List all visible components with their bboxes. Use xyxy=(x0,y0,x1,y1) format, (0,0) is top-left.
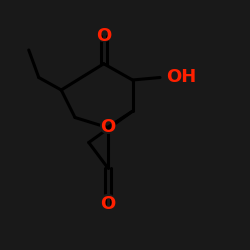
Text: O: O xyxy=(100,195,115,213)
Text: O: O xyxy=(100,118,115,136)
Text: O: O xyxy=(99,118,116,138)
Text: OH: OH xyxy=(166,68,196,86)
Text: O: O xyxy=(96,27,112,45)
Text: OH: OH xyxy=(166,68,201,87)
Text: O: O xyxy=(99,194,116,214)
Text: O: O xyxy=(95,26,112,46)
